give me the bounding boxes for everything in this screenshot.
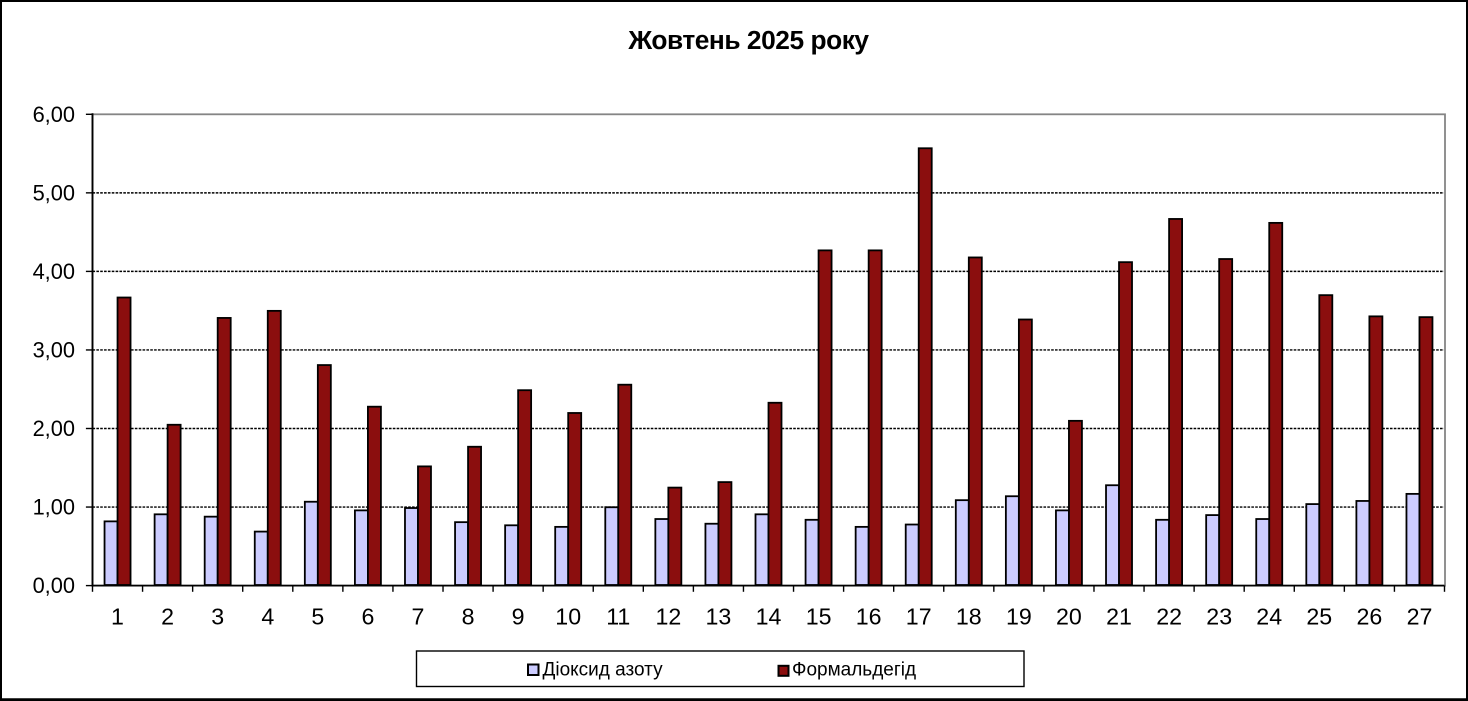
svg-text:2,00: 2,00 xyxy=(33,416,75,441)
svg-text:Діоксид азоту: Діоксид азоту xyxy=(543,660,664,681)
svg-text:22: 22 xyxy=(1156,604,1182,630)
svg-text:27: 27 xyxy=(1407,604,1433,630)
svg-text:25: 25 xyxy=(1306,604,1332,630)
svg-text:1: 1 xyxy=(111,604,124,630)
svg-text:Формальдегід: Формальдегід xyxy=(792,660,916,681)
svg-text:16: 16 xyxy=(856,604,882,630)
svg-text:24: 24 xyxy=(1256,604,1282,630)
svg-text:11: 11 xyxy=(606,604,630,630)
svg-text:0,00: 0,00 xyxy=(33,573,75,598)
svg-text:6: 6 xyxy=(361,604,374,630)
svg-text:5,00: 5,00 xyxy=(33,181,75,206)
svg-text:8: 8 xyxy=(462,604,475,630)
svg-text:14: 14 xyxy=(756,604,782,630)
svg-text:4,00: 4,00 xyxy=(33,259,75,284)
svg-text:23: 23 xyxy=(1206,604,1232,630)
svg-text:17: 17 xyxy=(906,604,932,630)
svg-text:3: 3 xyxy=(211,604,224,630)
svg-text:18: 18 xyxy=(956,604,982,630)
svg-text:5: 5 xyxy=(311,604,324,630)
svg-text:4: 4 xyxy=(261,604,274,630)
svg-text:10: 10 xyxy=(555,604,581,630)
svg-text:2: 2 xyxy=(161,604,174,630)
svg-text:9: 9 xyxy=(512,604,525,630)
svg-text:Жовтень 2025 року: Жовтень 2025 року xyxy=(627,25,869,55)
svg-text:6,00: 6,00 xyxy=(33,102,75,127)
svg-text:7: 7 xyxy=(412,604,425,630)
svg-text:19: 19 xyxy=(1006,604,1032,630)
svg-text:20: 20 xyxy=(1056,604,1082,630)
svg-text:26: 26 xyxy=(1357,604,1383,630)
svg-text:3,00: 3,00 xyxy=(33,338,75,363)
svg-text:12: 12 xyxy=(656,604,682,630)
svg-text:1,00: 1,00 xyxy=(33,495,75,520)
svg-text:15: 15 xyxy=(806,604,832,630)
svg-text:21: 21 xyxy=(1106,604,1132,630)
svg-text:13: 13 xyxy=(706,604,732,630)
